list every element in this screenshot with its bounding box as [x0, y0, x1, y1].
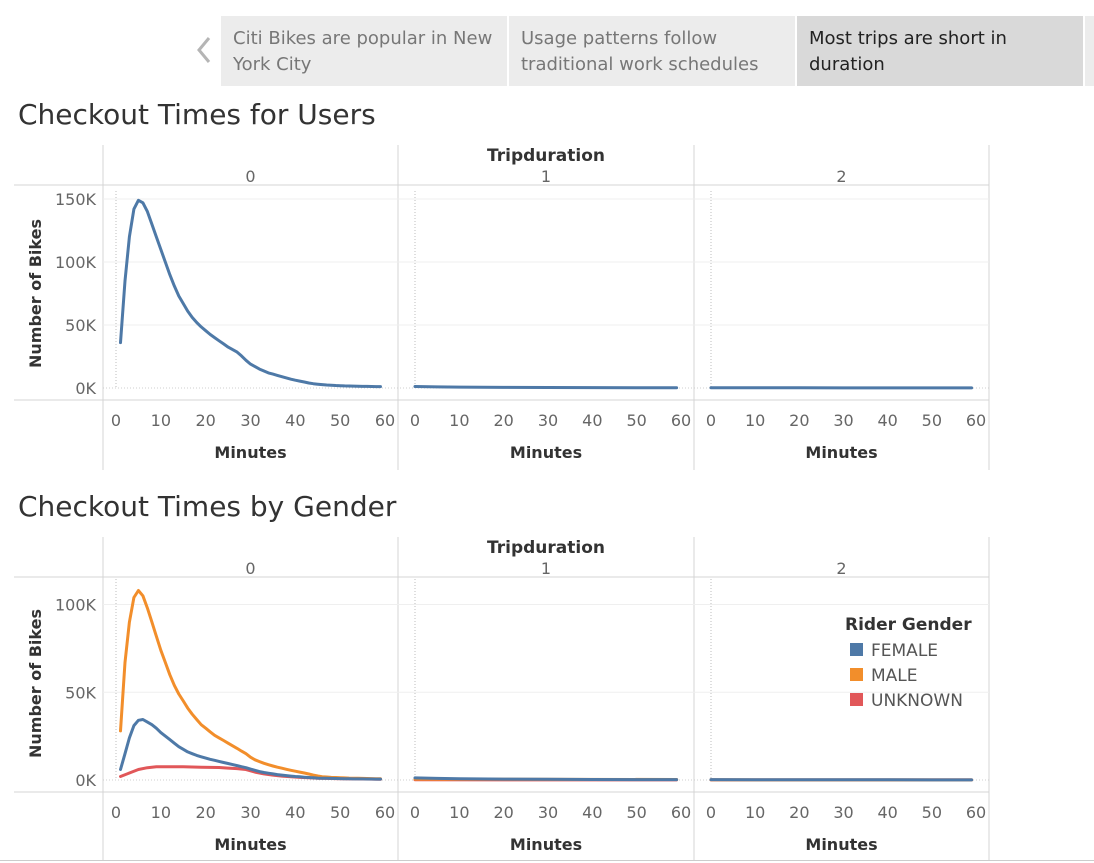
- x-tick-label: 0: [410, 803, 420, 822]
- panel-label: 2: [836, 559, 846, 578]
- x-tick-label: 30: [240, 803, 260, 822]
- x-tick-label: 40: [582, 803, 602, 822]
- x-tick-label: 60: [375, 803, 395, 822]
- x-tick-label: 10: [449, 803, 469, 822]
- x-tick-label: 0: [706, 411, 716, 430]
- legend-swatch-male: [850, 668, 863, 681]
- y-tick-label: 0K: [75, 771, 96, 790]
- legend-title: Rider Gender: [845, 615, 972, 635]
- series-line-female: [413, 776, 679, 782]
- x-axis-title: Minutes: [214, 835, 286, 854]
- x-tick-label: 0: [111, 803, 121, 822]
- x-tick-label: 20: [789, 411, 809, 430]
- column-header: Tripduration: [487, 538, 605, 558]
- y-tick-label: 50K: [65, 316, 96, 335]
- story-point-label: Most trips are short in duration: [809, 28, 1007, 75]
- story-point-3-active[interactable]: Most trips are short in duration: [797, 16, 1083, 86]
- series-line-female: [413, 385, 679, 390]
- series-line-female: [119, 718, 382, 781]
- chart-title-users: Checkout Times for Users: [18, 98, 376, 131]
- x-tick-label: 50: [330, 803, 350, 822]
- story-point-1[interactable]: Citi Bikes are popular in New York City: [221, 16, 507, 86]
- x-tick-label: 30: [538, 803, 558, 822]
- x-tick-label: 20: [493, 411, 513, 430]
- panel-label: 2: [836, 167, 846, 186]
- x-tick-label: 40: [877, 803, 897, 822]
- x-tick-label: 0: [111, 411, 121, 430]
- y-tick-label: 50K: [65, 683, 96, 702]
- panel-label: 1: [541, 559, 551, 578]
- x-tick-label: 50: [626, 411, 646, 430]
- legend-label-female: FEMALE: [871, 641, 938, 661]
- y-tick-label: 100K: [55, 253, 97, 272]
- x-tick-label: 50: [922, 411, 942, 430]
- x-tick-label: 30: [538, 411, 558, 430]
- x-tick-label: 30: [833, 411, 853, 430]
- x-tick-label: 10: [449, 411, 469, 430]
- x-tick-label: 10: [745, 411, 765, 430]
- x-tick-label: 60: [966, 411, 986, 430]
- x-tick-label: 40: [285, 411, 305, 430]
- story-point-overflow: [1085, 16, 1094, 86]
- chevron-left-icon[interactable]: [192, 30, 216, 70]
- x-axis-title: Minutes: [805, 443, 877, 462]
- x-tick-label: 0: [410, 411, 420, 430]
- y-tick-label: 150K: [55, 190, 97, 209]
- x-tick-label: 60: [671, 411, 691, 430]
- x-tick-label: 50: [626, 803, 646, 822]
- chart-title-gender: Checkout Times by Gender: [18, 490, 397, 523]
- x-tick-label: 10: [151, 803, 171, 822]
- x-tick-label: 60: [375, 411, 395, 430]
- y-tick-label: 0K: [75, 379, 96, 398]
- x-tick-label: 60: [966, 803, 986, 822]
- panel-label: 0: [245, 559, 255, 578]
- y-tick-label: 100K: [55, 596, 97, 615]
- x-axis-title: Minutes: [510, 443, 582, 462]
- legend-label-unknown: UNKNOWN: [871, 691, 963, 711]
- x-tick-label: 50: [330, 411, 350, 430]
- x-axis-title: Minutes: [510, 835, 582, 854]
- panel-label: 1: [541, 167, 551, 186]
- x-tick-label: 30: [833, 803, 853, 822]
- x-tick-label: 20: [493, 803, 513, 822]
- column-header: Tripduration: [487, 146, 605, 166]
- x-tick-label: 40: [582, 411, 602, 430]
- x-tick-label: 10: [151, 411, 171, 430]
- y-axis-title: Number of Bikes: [26, 219, 45, 368]
- legend-swatch-unknown: [850, 693, 863, 706]
- panel-label: 0: [245, 167, 255, 186]
- story-point-2[interactable]: Usage patterns follow traditional work s…: [509, 16, 795, 86]
- x-tick-label: 10: [745, 803, 765, 822]
- x-tick-label: 40: [877, 411, 897, 430]
- x-tick-label: 60: [671, 803, 691, 822]
- legend-swatch-female: [850, 643, 863, 656]
- x-tick-label: 30: [240, 411, 260, 430]
- x-tick-label: 0: [706, 803, 716, 822]
- x-tick-label: 20: [195, 803, 215, 822]
- users-line-chart: Tripduration Number of Bikes 0K 50K 100K 150K…: [14, 145, 990, 470]
- series-line-male: [119, 589, 382, 781]
- series-line-female: [119, 198, 382, 389]
- x-axis-title: Minutes: [805, 835, 877, 854]
- legend-label-male: MALE: [871, 666, 918, 686]
- story-point-label: Citi Bikes are popular in New York City: [233, 28, 493, 75]
- x-axis-title: Minutes: [214, 443, 286, 462]
- story-point-label: Usage patterns follow traditional work s…: [521, 28, 759, 75]
- x-tick-label: 20: [789, 803, 809, 822]
- x-tick-label: 40: [285, 803, 305, 822]
- x-tick-label: 50: [922, 803, 942, 822]
- bottom-divider: [0, 860, 1094, 861]
- x-tick-label: 20: [195, 411, 215, 430]
- y-axis-title: Number of Bikes: [26, 609, 45, 758]
